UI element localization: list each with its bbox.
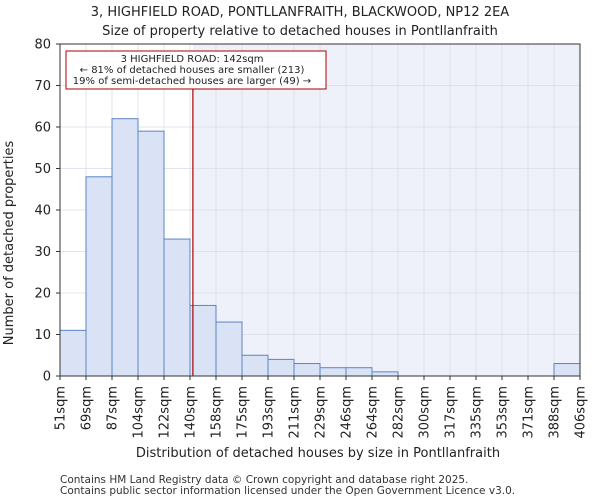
histogram-bar (553, 363, 581, 377)
y-tick-label: 20 (34, 287, 51, 302)
y-tick-label: 50 (34, 162, 51, 177)
y-tick-label: 40 (34, 204, 51, 219)
x-tick-label: 51sqm (54, 386, 69, 430)
histogram-bar (59, 329, 87, 377)
annotation-line1: 3 HIGHFIELD ROAD: 142sqm (121, 54, 264, 65)
x-tick-label: 282sqm (392, 386, 407, 439)
histogram-bar (267, 358, 295, 377)
x-tick-label: 175sqm (236, 386, 251, 439)
histogram-bar (163, 238, 191, 377)
histogram-bar (345, 367, 373, 377)
x-tick-label: 371sqm (522, 386, 537, 439)
histogram-bar (293, 363, 321, 377)
histogram-bar (85, 176, 113, 377)
x-tick-label: 104sqm (132, 386, 147, 439)
x-tick-label: 335sqm (470, 386, 485, 439)
x-tick-label: 264sqm (366, 386, 381, 439)
y-tick-label: 10 (34, 328, 51, 343)
histogram-bar (111, 118, 139, 377)
x-tick-label: 140sqm (184, 386, 199, 439)
property-annotation: 3 HIGHFIELD ROAD: 142sqm ← 81% of detach… (65, 50, 327, 90)
y-tick-label: 30 (34, 245, 51, 260)
y-tick-label: 60 (34, 121, 51, 136)
x-tick-label: 300sqm (418, 386, 433, 439)
histogram-bar (319, 367, 347, 377)
annotation-line3: 19% of semi-detached houses are larger (… (73, 76, 311, 87)
x-tick-label: 388sqm (548, 386, 563, 439)
y-axis-label: Number of detached properties (2, 141, 17, 346)
x-tick-label: 317sqm (444, 386, 459, 439)
histogram-bar (371, 371, 399, 377)
y-tick-label: 70 (34, 79, 51, 94)
histogram-bar (137, 130, 165, 377)
x-tick-label: 87sqm (106, 386, 121, 430)
y-tick-label: 80 (34, 38, 51, 53)
x-tick-label: 122sqm (158, 386, 173, 439)
plot-area: 0 10 20 30 40 50 60 70 80 51sqm 69sqm 87sqm 104sqm 12… (34, 38, 588, 439)
x-tick-label: 353sqm (496, 386, 511, 439)
x-tick-label: 406sqm (574, 386, 589, 439)
x-tick-label: 229sqm (314, 386, 329, 439)
x-tick-label: 211sqm (288, 386, 303, 439)
footer-line2: Contains public sector information licen… (60, 485, 515, 497)
x-tick-label: 246sqm (340, 386, 355, 439)
x-axis-label: Distribution of detached houses by size … (136, 446, 500, 461)
histogram-bar (241, 354, 269, 377)
x-tick-label: 193sqm (262, 386, 277, 439)
histogram-bar (215, 321, 243, 377)
footer-line1: Contains HM Land Registry data © Crown c… (60, 474, 468, 486)
histogram-bar (189, 304, 217, 377)
x-tick-label: 158sqm (210, 386, 225, 439)
annotation-line2: ← 81% of detached houses are smaller (21… (80, 65, 305, 76)
x-tick-label: 69sqm (80, 386, 95, 430)
chart-title-line1: 3, HIGHFIELD ROAD, PONTLLANFRAITH, BLACK… (91, 5, 510, 20)
y-tick-label: 0 (43, 370, 51, 385)
chart-title-line2: Size of property relative to detached ho… (102, 24, 498, 39)
annotation-box (65, 50, 327, 90)
